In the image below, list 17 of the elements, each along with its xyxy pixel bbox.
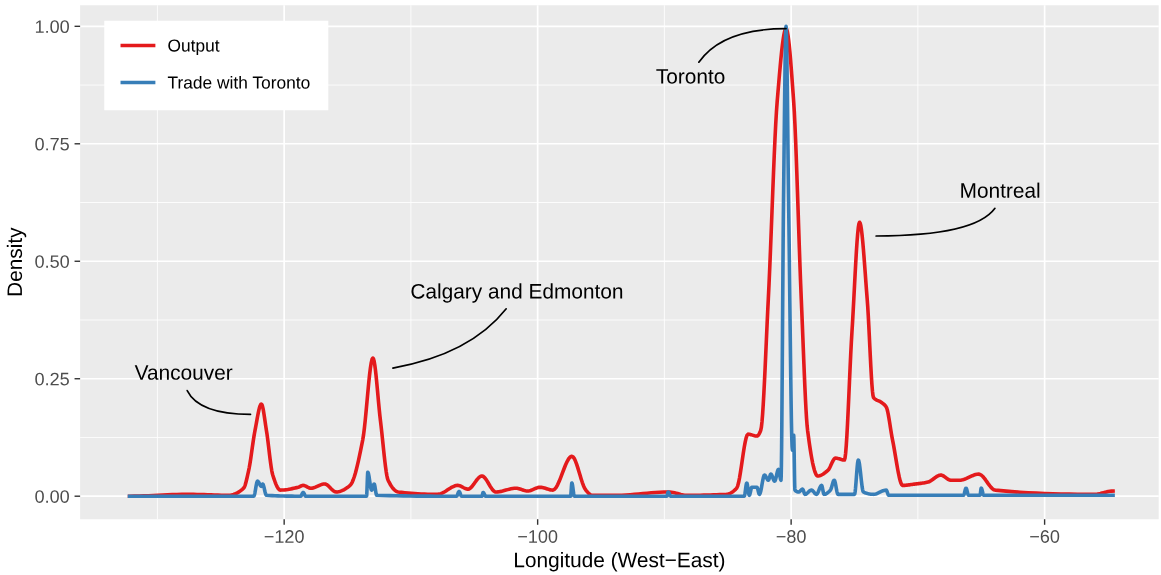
annotation: Toronto xyxy=(656,69,725,84)
legend-label: Trade with Toronto xyxy=(167,75,310,89)
annotation: Vancouver xyxy=(134,365,233,380)
y-tick-label: 0.25 xyxy=(35,372,69,386)
x-tick-label: −100 xyxy=(518,530,558,543)
x-tick-label: −80 xyxy=(776,530,806,543)
annotation: Montreal xyxy=(961,182,1040,198)
annotation: Calgary and Edmonton xyxy=(411,283,623,303)
x-tick-label: −120 xyxy=(264,530,304,543)
legend-label: Output xyxy=(168,39,220,56)
x-tick-label: −60 xyxy=(1030,530,1060,543)
y-tick-label: 0.75 xyxy=(35,137,69,151)
y-axis-title: Density xyxy=(6,227,27,296)
y-tick-label: 1.00 xyxy=(35,20,69,34)
y-tick-label: 0.00 xyxy=(35,490,69,503)
y-tick-label: 0.50 xyxy=(35,255,69,268)
x-axis-title: Longitude (West−East) xyxy=(515,552,725,572)
